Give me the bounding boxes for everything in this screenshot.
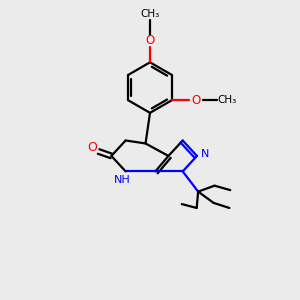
- Text: CH₃: CH₃: [140, 9, 160, 19]
- Text: O: O: [192, 94, 201, 107]
- Text: NH: NH: [114, 175, 131, 185]
- Text: N: N: [201, 149, 209, 160]
- Text: O: O: [87, 141, 97, 154]
- Text: CH₃: CH₃: [217, 95, 236, 105]
- Text: O: O: [146, 34, 154, 47]
